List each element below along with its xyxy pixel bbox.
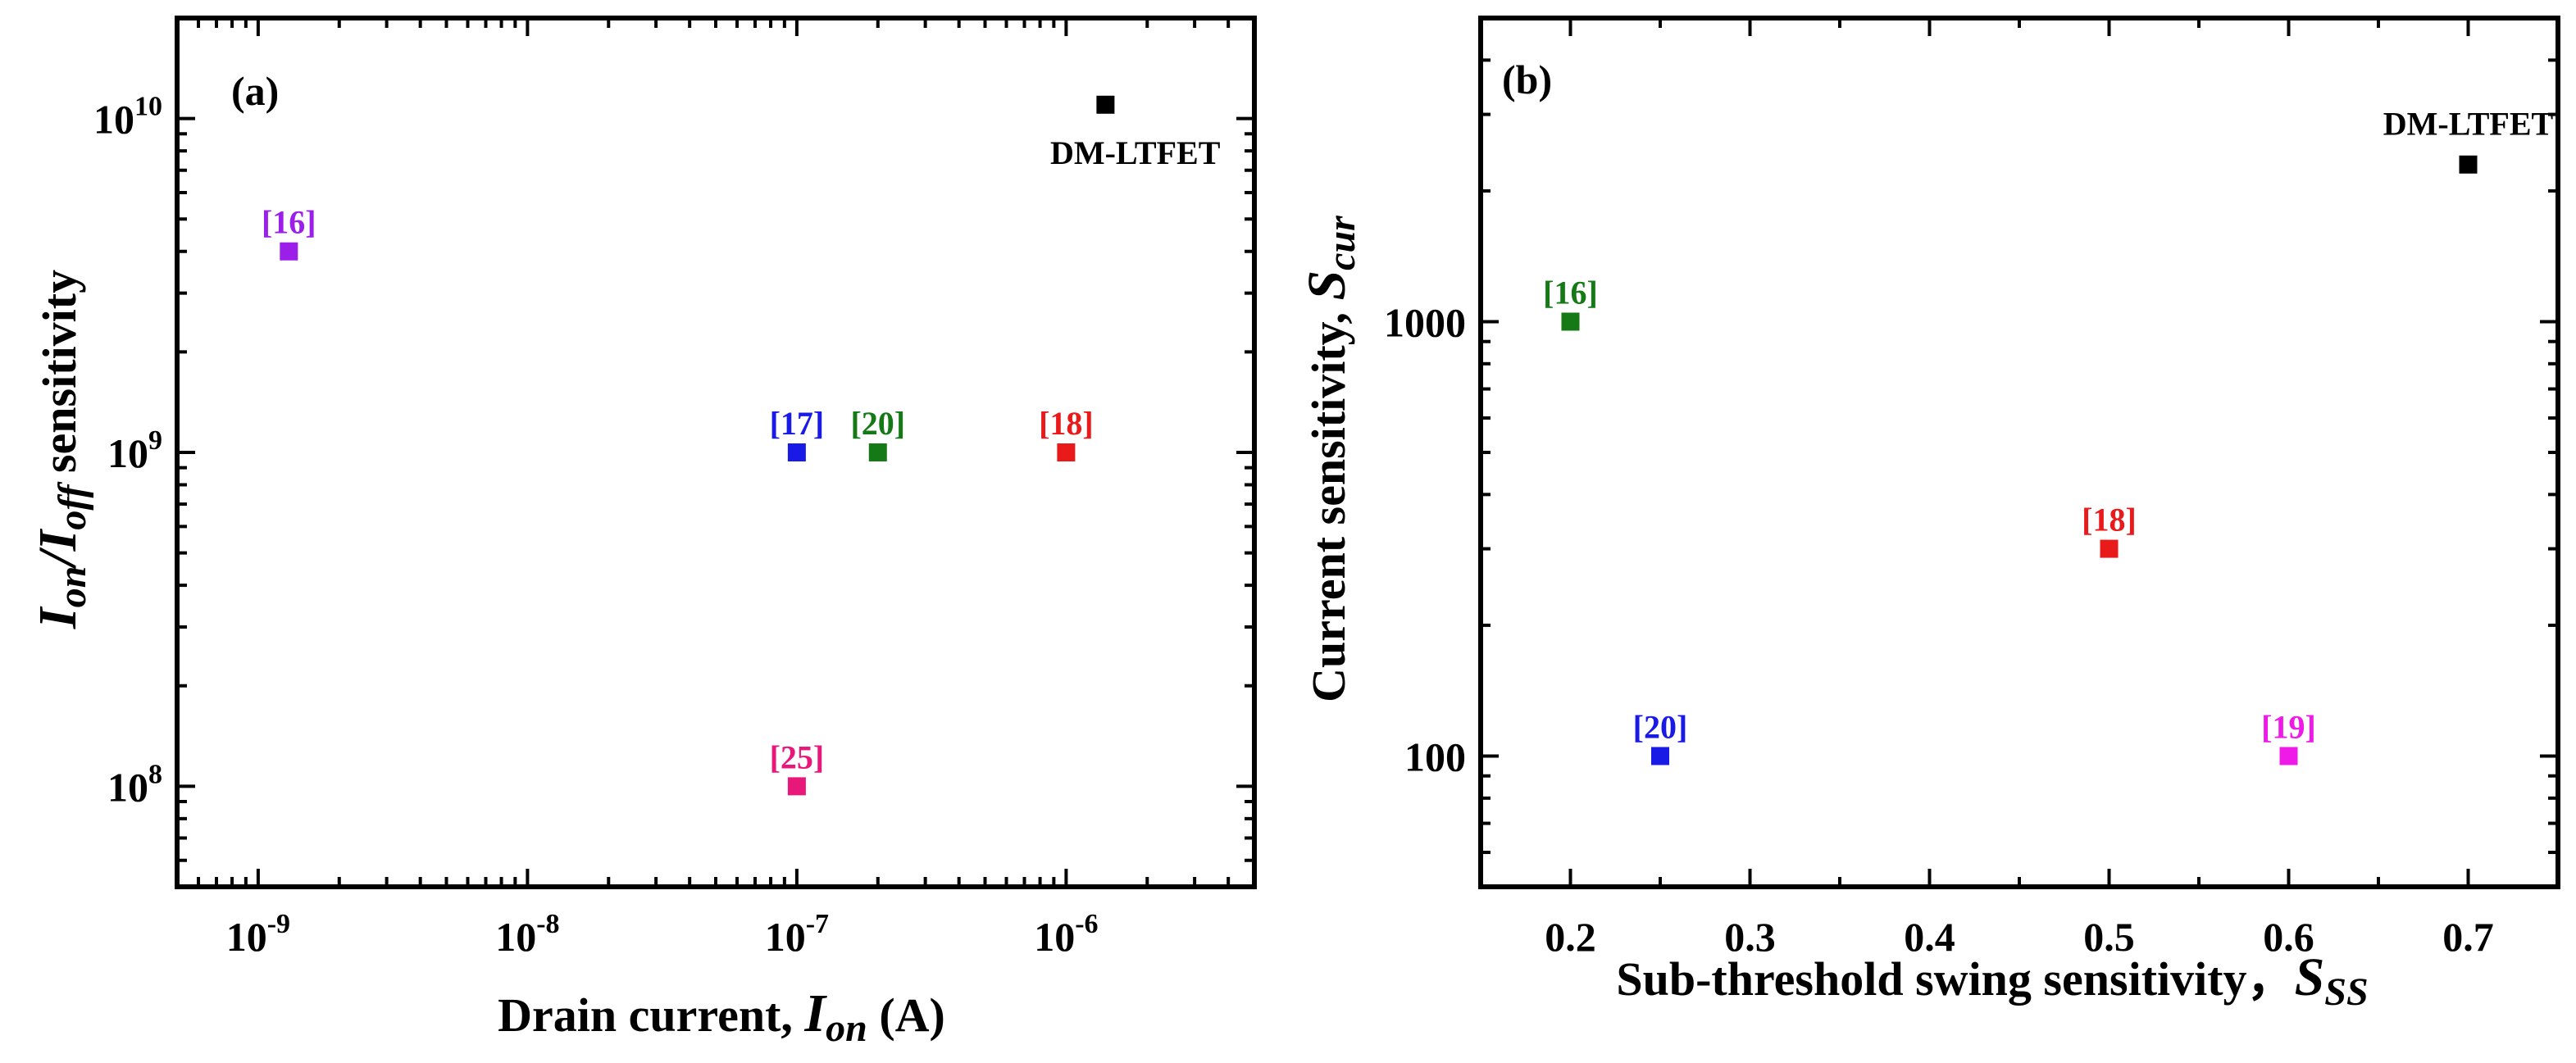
- panel-b-frame: [1478, 16, 2560, 889]
- data-point-label: [17]: [770, 405, 825, 442]
- data-point: [1057, 443, 1076, 461]
- data-point-label: [19]: [2261, 708, 2316, 745]
- x-tick-label: 10-9: [226, 909, 290, 960]
- panel-a-chart: 10-9 10-8 10-7 10-6 108 109 1010 [16] [17] [20] […: [28, 16, 1257, 1050]
- data-point: [1561, 312, 1580, 331]
- panel-b-x-axis-title: Sub-threshold swing sensitivity，SSS: [1616, 947, 2368, 1014]
- panel-a-label: (a): [231, 68, 279, 114]
- data-point: [787, 777, 806, 796]
- data-point: [280, 242, 298, 261]
- x-tick-label: 10-6: [1034, 909, 1098, 960]
- data-point: [787, 443, 806, 461]
- data-point: [2100, 539, 2119, 558]
- panel-a-y-axis-title: Ion/Ioff sensitivity: [28, 270, 94, 629]
- data-point-label: [18]: [1039, 405, 1094, 442]
- x-tick-label: 0.3: [1724, 914, 1776, 960]
- dm-ltfet-label: DM-LTFET: [1050, 134, 1221, 171]
- panel-b-y-axis-title: Current sensitivity, Scur: [1297, 215, 1363, 702]
- x-tick-label: 0.5: [2083, 914, 2135, 960]
- data-point-label: [20]: [850, 405, 905, 442]
- y-tick-label: 1010: [93, 92, 162, 143]
- data-point: [1096, 95, 1115, 114]
- data-point: [2459, 155, 2478, 174]
- y-tick-label: 109: [107, 425, 162, 476]
- panel-a-x-axis-title: Drain current, Ion (A): [498, 984, 945, 1050]
- x-tick-label: 0.4: [1904, 914, 1955, 960]
- x-tick-label: 10-8: [495, 909, 559, 960]
- y-tick-label: 1000: [1384, 299, 1466, 345]
- x-tick-label: 0.7: [2442, 914, 2494, 960]
- data-point-label: [18]: [2082, 502, 2137, 538]
- x-tick-label: 0.2: [1545, 914, 1596, 960]
- y-tick-label: 108: [107, 759, 162, 810]
- y-tick-label: 100: [1404, 734, 1466, 779]
- data-point-label: [16]: [1543, 274, 1598, 311]
- dm-ltfet-label: DM-LTFET: [2383, 106, 2554, 143]
- panel-b-label: (b): [1502, 57, 1552, 102]
- data-point: [868, 443, 887, 461]
- panel-b-chart: 0.2 0.3 0.4 0.5 0.6 0.7 100 1000 [16] [20] [18] [1…: [1297, 16, 2560, 1014]
- x-tick-label: 0.6: [2263, 914, 2314, 960]
- data-point: [2279, 747, 2298, 765]
- data-point-label: [20]: [1633, 708, 1688, 745]
- x-tick-label: 10-7: [765, 909, 829, 960]
- data-point-label: [16]: [262, 204, 316, 241]
- data-point: [1651, 747, 1669, 765]
- data-point-label: [25]: [770, 738, 825, 775]
